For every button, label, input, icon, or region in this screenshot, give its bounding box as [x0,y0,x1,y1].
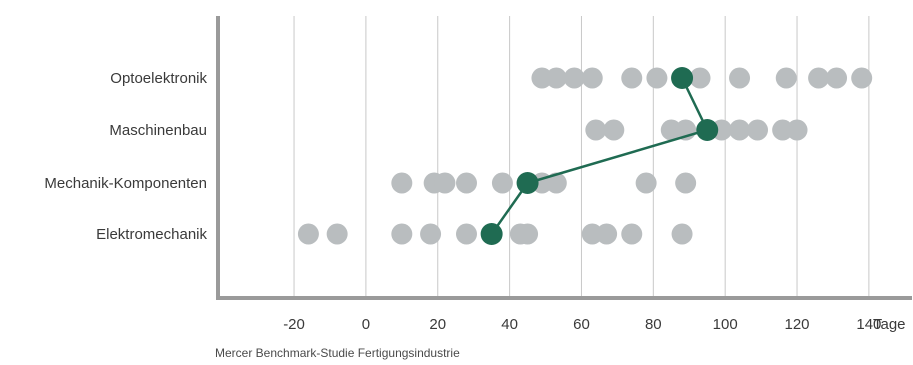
gridlines [293,16,870,298]
data-point-1-1 [603,119,625,141]
data-point-0-5 [646,67,668,89]
tick-labels: -20 0 20 40 60 80 100 120 140 [283,316,881,333]
data-point-3-3 [420,223,442,245]
average-point-3 [480,223,503,245]
x-tick-label-120: 120 [785,316,810,333]
category-labels: Optoelektronik Maschinenbau Mechanik-Kompo… [44,70,207,243]
x-tick-label-140: 140 [856,316,881,333]
x-axis-unit-label: Tage [873,316,906,333]
category-label-1: Maschinenbau [109,122,207,139]
data-point-0-11 [851,67,873,89]
x-tick-label-80: 80 [645,316,662,333]
data-point-2-3 [455,172,477,194]
data-point-0-8 [775,67,797,89]
category-label-0: Optoelektronik [110,70,207,87]
data-point-1-6 [747,119,769,141]
data-point-3-4 [455,223,477,245]
data-point-3-8 [596,223,618,245]
data-point-0-0 [531,67,553,89]
data-points [297,67,873,245]
data-point-0-4 [621,67,643,89]
data-point-3-7 [581,223,603,245]
data-point-0-9 [808,67,830,89]
data-point-2-2 [434,172,456,194]
data-point-0-7 [729,67,751,89]
axes [216,16,912,300]
data-point-3-1 [326,223,348,245]
data-point-0-6 [689,67,711,89]
data-point-2-8 [675,172,697,194]
x-tick-label-0: 0 [362,316,370,333]
data-point-1-0 [585,119,607,141]
data-point-2-0 [391,172,413,194]
data-point-0-2 [563,67,585,89]
category-label-2: Mechanik-Komponenten [44,175,207,192]
data-point-2-4 [491,172,513,194]
data-point-3-9 [621,223,643,245]
data-point-1-7 [772,119,794,141]
data-point-1-8 [786,119,808,141]
category-label-3: Elektromechanik [96,226,207,243]
average-series [480,67,719,245]
data-point-0-10 [826,67,848,89]
data-point-3-10 [671,223,693,245]
data-point-1-2 [660,119,682,141]
data-point-0-1 [545,67,567,89]
x-tick-label-40: 40 [501,316,518,333]
data-point-3-2 [391,223,413,245]
data-point-2-6 [545,172,567,194]
source-note: Mercer Benchmark-Studie Fertigungsindust… [215,346,460,360]
data-point-1-5 [729,119,751,141]
x-tick-label-60: 60 [573,316,590,333]
data-point-3-6 [517,223,539,245]
data-point-0-3 [581,67,603,89]
data-point-3-0 [297,223,319,245]
average-point-2 [516,172,539,194]
x-tick-label--20: -20 [283,316,305,333]
average-point-0 [671,67,694,89]
data-point-2-7 [635,172,657,194]
average-point-1 [696,119,719,141]
average-line [490,77,709,235]
x-tick-label-100: 100 [713,316,738,333]
x-tick-label-20: 20 [429,316,446,333]
